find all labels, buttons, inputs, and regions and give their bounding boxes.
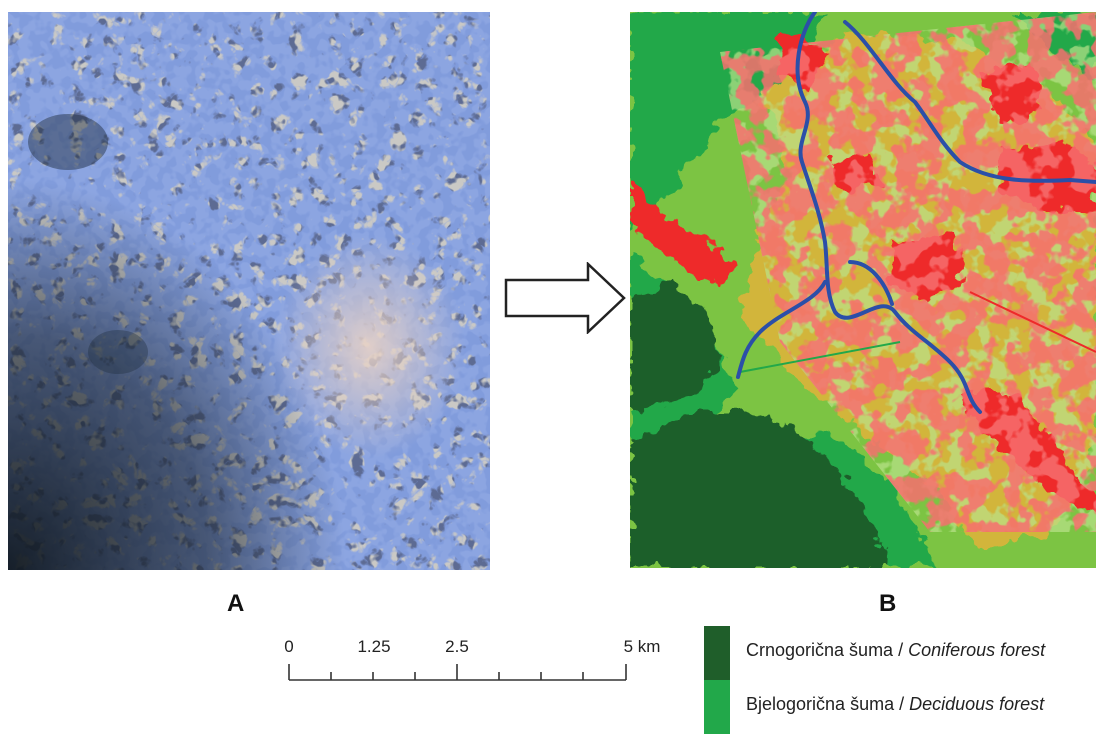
legend-swatch-deciduous [704, 680, 730, 734]
legend-label-coniferous: Crnogorična šuma / Coniferous forest [746, 640, 1046, 660]
legend: Crnogorična šuma / Coniferous forest Bje… [704, 626, 1102, 736]
scale-tick-label: 2.5 [445, 637, 469, 656]
segmentation-svg [8, 12, 490, 570]
panel-label-a: A [227, 590, 245, 617]
scale-tick-label: 0 [284, 637, 293, 656]
scale-bar: 0 1.25 2.5 5 km [284, 637, 661, 681]
scale-tick-label: 5 km [624, 637, 661, 656]
segmentation-map-a [8, 12, 490, 570]
right-arrow-icon [504, 262, 626, 334]
classification-map-b [630, 12, 1096, 568]
legend-label-deciduous: Bjelogorična šuma / Deciduous forest [746, 694, 1045, 714]
landcover-svg [630, 12, 1096, 568]
legend-item-deciduous: Bjelogorična šuma / Deciduous forest [704, 680, 1102, 734]
legend-item-coniferous: Crnogorična šuma / Coniferous forest [704, 626, 1102, 680]
legend-swatch-coniferous [704, 626, 730, 680]
scale-tick-label: 1.25 [357, 637, 390, 656]
panel-label-b: B [879, 590, 897, 617]
scale-bar-line [288, 664, 627, 681]
